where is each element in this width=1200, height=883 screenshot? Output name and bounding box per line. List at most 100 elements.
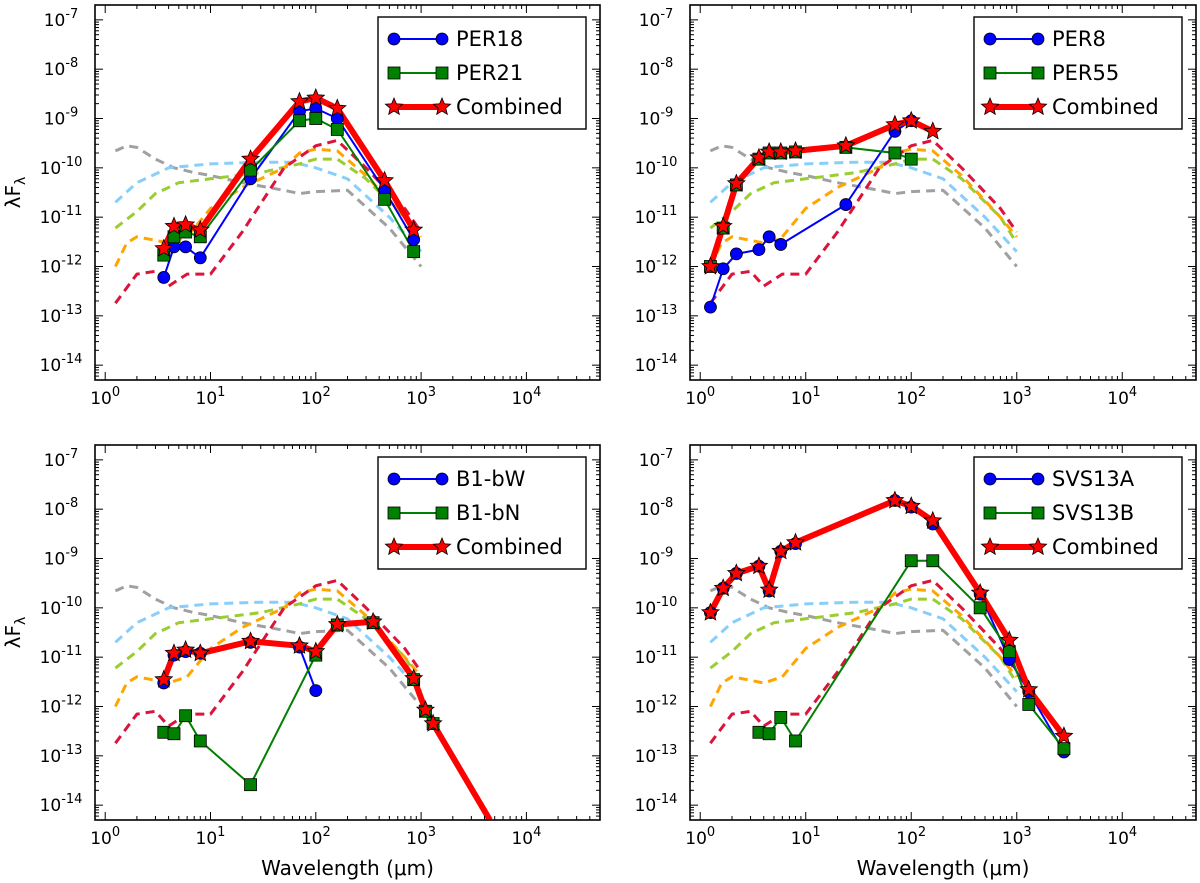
template-crimson-curve [709,138,1018,305]
data-point-SVS13B [774,711,788,724]
x-tick-label: 104 [1107,385,1137,409]
plot-content [700,490,1074,759]
data-point-Combined [785,140,806,160]
legend-marker-Combined [1028,536,1048,556]
template-yellowgreen-curve [709,597,1018,684]
legend-label-B1-bW: B1-bW [456,467,526,491]
x-tick-label: 100 [90,825,120,849]
data-point-PER55 [888,146,902,160]
data-point-Combined [726,173,746,192]
data-point-Combined [404,668,424,687]
y-tick-label: 10-13 [635,303,678,327]
data-point-Combined [749,556,769,575]
y-tick-label: 10-8 [639,496,674,520]
template-lightblue-curve [114,600,423,693]
data-point-B1-bN [167,727,181,741]
x-tick-label: 102 [301,825,331,849]
plot-content [114,87,424,305]
data-point-PER8 [774,238,788,251]
y-tick-label: 10-7 [639,447,674,471]
x-tick-label: 102 [896,825,926,849]
data-point-Combined [306,87,326,107]
y-tick-label: 10-9 [639,106,674,130]
data-point-PER8 [752,243,766,257]
x-tick-label: 102 [301,385,331,409]
x-tick-label: 104 [511,825,541,849]
y-axis-label: λFλ [1,177,29,209]
data-point-PER21 [407,245,421,259]
legend-label-SVS13B: SVS13B [1052,501,1134,525]
x-tick-label: 101 [196,825,226,849]
x-tick-label: 100 [685,825,715,849]
data-point-B1-bN [179,709,192,723]
y-tick-label: 10-12 [635,253,678,277]
template-lightblue-curve [114,160,423,253]
data-point-SVS13B [762,727,776,741]
data-point-Combined [306,641,326,660]
legend-label-Combined: Combined [456,535,563,559]
panel-top-right: 100 101 102 103 104 10-14 10-13 10-12 10-11 10-10… [635,4,1197,409]
x-tick-label: 103 [1002,825,1032,849]
data-point-SVS13B [789,734,802,748]
legend-marker-Combined [1028,96,1048,116]
y-tick-label: 10-8 [44,56,79,80]
y-tick-label: 10-9 [44,546,79,570]
data-point-Combined [190,643,210,662]
legend-marker-PER21 [387,66,401,80]
data-point-SVS13B [1022,698,1036,711]
legend-marker-B1-bN [435,506,449,520]
y-tick-label: 10-13 [635,743,678,767]
legend-label-B1-bN: B1-bN [456,501,520,525]
legend-label-PER55: PER55 [1052,61,1119,85]
data-point-SVS13B [1002,645,1016,658]
legend-marker-PER18 [435,32,449,46]
legend-marker-SVS13A [983,472,997,486]
x-axis-label: Wavelength (μm) [857,856,1030,880]
template-yellowgreen-curve [709,157,1018,244]
x-tick-label: 101 [791,825,821,849]
data-point-SVS13B [904,554,918,568]
data-point-PER8 [704,300,717,314]
legend-label-Combined: Combined [1052,535,1159,559]
data-point-Combined [190,219,210,239]
data-point-Combined [901,496,921,515]
y-tick-label: 10-11 [635,644,678,668]
y-tick-label: 10-7 [639,7,674,31]
y-tick-label: 10-11 [635,204,678,228]
data-point-Combined [327,614,347,633]
data-point-Combined [999,630,1019,649]
data-point-Combined [771,141,791,161]
legend-label-Combined: Combined [456,95,563,119]
legend-label-Combined: Combined [1052,95,1159,119]
data-point-Combined [726,563,746,582]
legend-marker-Combined [980,536,1000,556]
data-point-SVS13B [973,601,987,615]
data-point-PER8 [839,198,853,211]
legend-marker-Combined [384,536,404,556]
y-tick-label: 10-7 [44,7,79,31]
legend-marker-PER8 [983,32,997,46]
data-point-PER21 [309,112,323,125]
legend: SVS13A SVS13B Combined [973,456,1183,570]
y-tick-label: 10-12 [40,693,83,717]
template-crimson-curve [114,578,423,745]
data-point-Combined [154,238,174,257]
legend-marker-SVS13B [983,506,997,520]
data-point-Combined [176,639,196,659]
template-crimson-curve [114,138,423,305]
data-point-PER21 [378,192,391,206]
data-point-SVS13B [926,554,940,568]
y-tick-label: 10-10 [635,155,678,179]
x-tick-label: 100 [685,385,715,409]
x-tick-label: 103 [1002,385,1032,409]
data-point-Combined [240,631,261,650]
y-tick-label: 10-10 [40,595,83,619]
data-point-Combined [923,510,943,529]
y-tick-label: 10-10 [635,595,678,619]
data-point-Combined [785,532,806,551]
x-tick-label: 104 [511,385,541,409]
data-point-Combined [901,110,921,129]
template-crimson-curve [709,578,1018,745]
legend-label-PER18: PER18 [456,27,523,51]
data-point-Combined [289,91,310,110]
